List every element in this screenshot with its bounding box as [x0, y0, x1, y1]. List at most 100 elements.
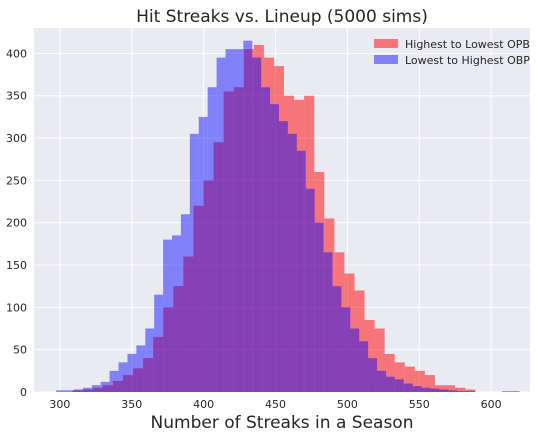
y-tick-label: 100 [6, 301, 27, 314]
histogram-bar-series-2 [287, 133, 297, 392]
histogram-bar-series-1 [203, 180, 214, 392]
histogram-bar-series-1 [273, 66, 285, 393]
histogram-bar-series-1 [213, 142, 224, 392]
histogram-bar-series-1 [394, 362, 405, 392]
histogram-bar-series-1 [263, 57, 274, 393]
histogram-bar-series-2 [198, 116, 208, 392]
histogram-bar-series-2 [216, 57, 226, 393]
y-tick-label: 250 [6, 174, 27, 187]
histogram-bar-series-2 [73, 389, 83, 392]
histogram-bar-series-2 [172, 235, 181, 392]
legend-label-highest-to-lowest: Highest to Lowest OPB [405, 38, 530, 51]
histogram-bar-series-2 [82, 387, 92, 392]
y-tick-label: 300 [6, 132, 27, 145]
histogram-bar-series-2 [207, 87, 217, 393]
legend-swatch-highest-to-lowest [374, 39, 398, 48]
histogram-bar-series-2 [510, 391, 520, 392]
histogram-bar-series-2 [377, 370, 386, 392]
y-tick-label: 0 [20, 386, 27, 399]
histogram-bar-series-2 [234, 49, 244, 393]
histogram-bar-series-1 [102, 385, 113, 392]
histogram-bar-series-2 [421, 387, 431, 392]
histogram-bar-series-2 [278, 121, 288, 393]
histogram-bar-series-1 [404, 366, 415, 392]
histogram-bar-series-2 [154, 294, 164, 392]
histogram-bar-series-1 [324, 218, 335, 392]
histogram-bar-series-1 [354, 290, 365, 392]
x-tick-label: 600 [481, 398, 502, 411]
histogram-bar-series-1 [434, 385, 446, 392]
histogram-bar-series-2 [296, 150, 306, 392]
histogram-bar-series-2 [225, 49, 235, 393]
histogram-bar-series-2 [109, 370, 119, 392]
histogram-bar-series-1 [153, 336, 164, 392]
histogram-bar-series-2 [341, 307, 351, 392]
y-tick-label: 200 [6, 217, 27, 230]
histogram-bar-series-2 [189, 133, 199, 392]
histogram-bar-series-2 [127, 353, 137, 392]
histogram-bar-series-2 [332, 286, 342, 392]
histogram-bar-series-2 [448, 390, 458, 392]
chart-title: Hit Streaks vs. Lineup (5000 sims) [136, 7, 428, 27]
x-tick-labels: 300 350 400 450 500 550 600 [49, 398, 501, 411]
histogram-bar-series-2 [394, 379, 404, 392]
y-tick-labels: 0 50 100 150 200 250 300 350 400 [6, 47, 27, 399]
histogram-bar-series-1 [424, 375, 435, 392]
y-tick-label: 150 [6, 259, 27, 272]
histogram-bar-series-1 [163, 307, 174, 392]
histogram-bar-series-1 [233, 87, 244, 393]
histogram-bar-series-1 [223, 91, 234, 392]
histogram-bar-series-1 [414, 370, 425, 392]
histogram-bar-series-1 [384, 353, 395, 392]
histogram-bar-series-2 [252, 57, 262, 393]
histogram-bars [56, 40, 520, 393]
histogram-bar-series-2 [180, 214, 190, 392]
histogram-bar-series-2 [243, 40, 253, 393]
histogram-bar-series-2 [145, 328, 155, 392]
histogram-bar-series-2 [359, 341, 369, 392]
histogram-bar-series-2 [100, 381, 110, 392]
histogram-bar-series-1 [243, 49, 254, 393]
histogram-bar-series-2 [314, 222, 324, 392]
histogram-bar-series-1 [374, 328, 385, 392]
legend-swatch-lowest-to-highest [374, 55, 398, 64]
histogram-bar-series-1 [122, 375, 134, 392]
histogram-bar-series-1 [334, 252, 345, 392]
y-tick-label: 50 [13, 344, 27, 357]
histogram-bar-series-2 [65, 390, 74, 392]
x-tick-label: 500 [337, 398, 358, 411]
x-tick-label: 400 [193, 398, 214, 411]
histogram-bar-series-2 [56, 390, 66, 392]
histogram-bar-series-2 [163, 239, 173, 392]
legend-label-lowest-to-highest: Lowest to Highest OBP [405, 54, 530, 67]
histogram-bar-series-1 [314, 171, 325, 392]
histogram-bar-series-2 [118, 362, 128, 392]
histogram-bar-series-2 [439, 389, 449, 392]
x-tick-label: 350 [121, 398, 142, 411]
histogram-bar-series-1 [284, 95, 295, 392]
histogram-bar-series-2 [457, 391, 467, 392]
y-tick-label: 400 [6, 47, 27, 60]
histogram-bar-series-1 [143, 358, 154, 392]
histogram-bar-series-1 [72, 390, 83, 392]
legend: Highest to Lowest OPB Lowest to Highest … [374, 38, 530, 67]
histogram-bar-series-1 [112, 380, 123, 392]
x-axis-label: Number of Streaks in a Season [151, 413, 414, 433]
x-tick-label: 300 [49, 398, 70, 411]
histogram-bar-series-2 [412, 386, 422, 392]
histogram-bar-series-2 [270, 104, 279, 393]
histogram-bar-series-1 [173, 286, 184, 392]
histogram-bar-series-2 [91, 385, 101, 392]
y-tick-label: 350 [6, 90, 27, 103]
histogram-bar-series-1 [445, 385, 456, 392]
histogram-bar-series-2 [430, 388, 440, 392]
histogram-bar-series-2 [261, 87, 271, 393]
histogram-bar-series-2 [385, 376, 395, 392]
histogram-bar-series-1 [304, 95, 315, 392]
histogram-bar-series-2 [501, 391, 511, 392]
histogram-bar-series-1 [183, 256, 194, 392]
histogram-bar-series-2 [323, 252, 333, 392]
x-tick-label: 450 [265, 398, 286, 411]
histogram-bar-series-1 [364, 320, 375, 392]
